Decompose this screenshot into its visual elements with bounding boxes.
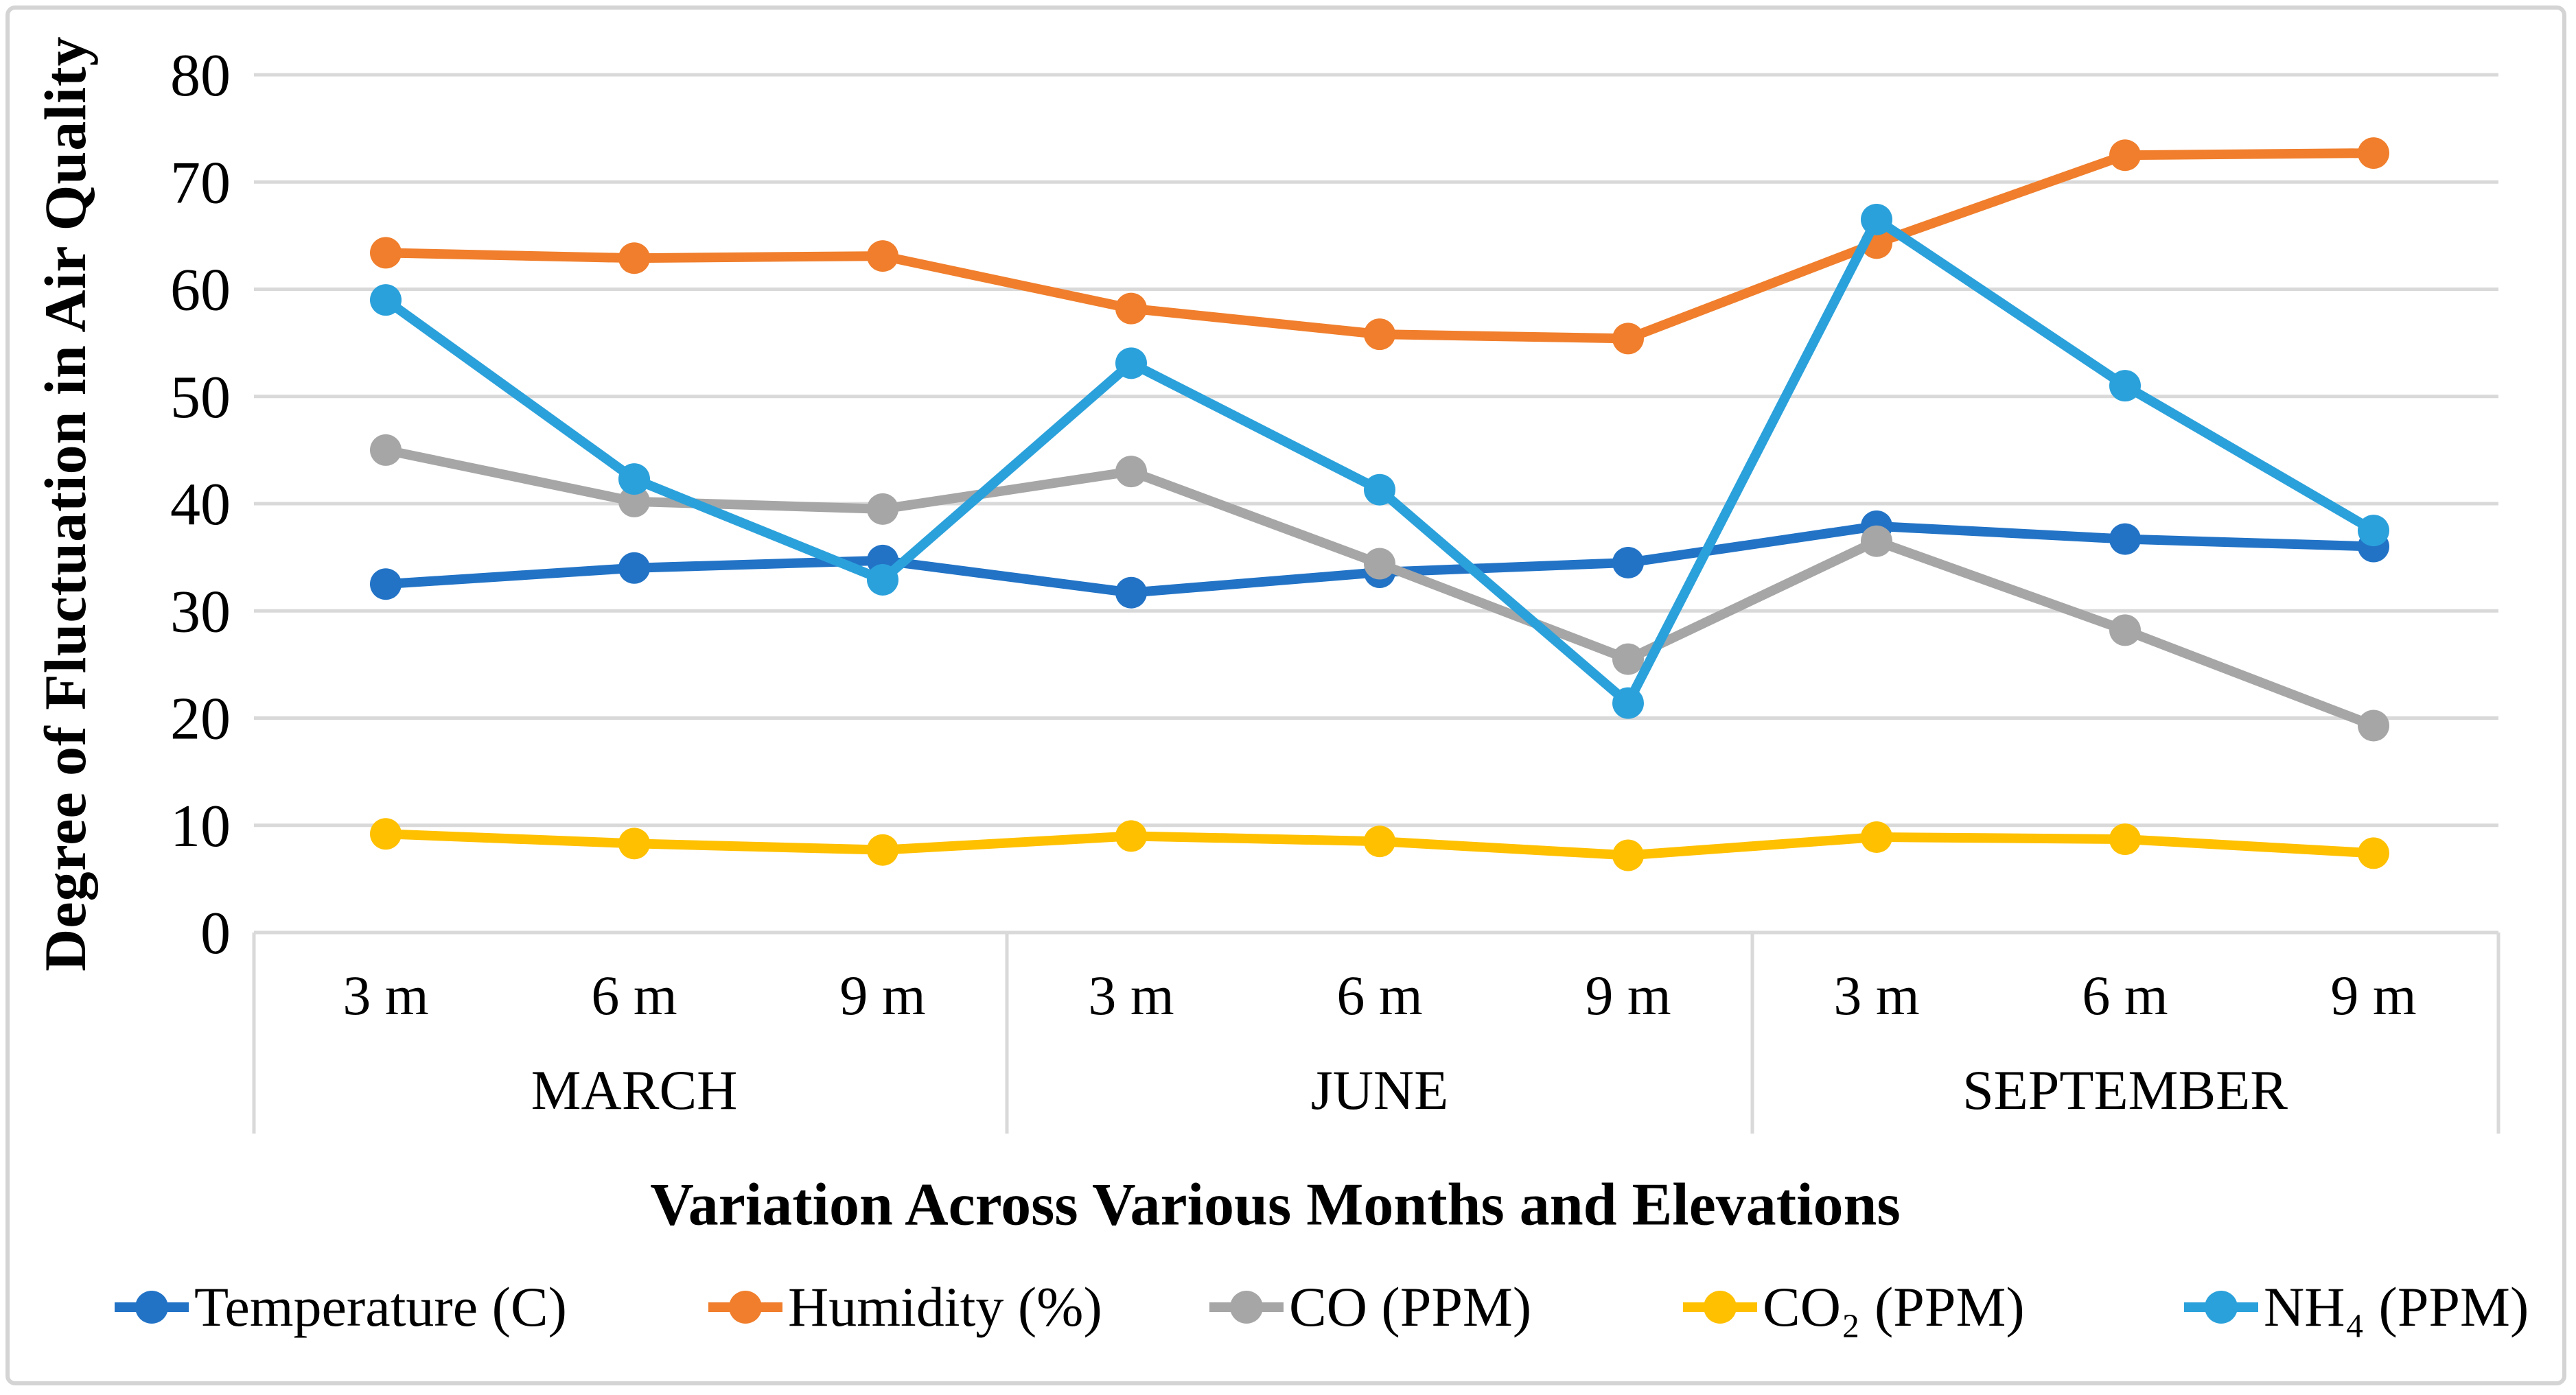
legend-line-marker-icon <box>1683 1291 1757 1324</box>
elevation-tick-label: 3 m <box>1833 964 1919 1027</box>
x-axis-title: Variation Across Various Months and Elev… <box>650 1171 1901 1239</box>
data-point-marker <box>370 818 402 850</box>
legend-label: CO₂ (PPM) <box>1763 1276 2025 1338</box>
legend-label: Temperature (C) <box>194 1276 567 1338</box>
y-tick-label: 20 <box>170 686 231 753</box>
legend-label: Humidity (%) <box>788 1276 1102 1338</box>
data-point-marker <box>1861 203 1892 235</box>
y-tick-label: 30 <box>170 578 231 645</box>
data-point-marker <box>867 493 898 525</box>
chart-frame <box>5 5 2566 1385</box>
legend-line-marker-icon <box>708 1291 782 1324</box>
data-point-marker <box>1861 525 1892 557</box>
data-point-marker <box>1612 839 1644 871</box>
data-point-marker <box>2358 515 2389 547</box>
legend-line-marker-icon <box>1209 1291 1284 1324</box>
data-point-marker <box>1612 546 1644 578</box>
y-tick-label: 80 <box>170 43 231 109</box>
legend: Temperature (C) Humidity (%) CO (PPM) CO₂ (… <box>0 1269 2576 1352</box>
month-tick-label: SEPTEMBER <box>1962 1059 2288 1121</box>
data-point-marker <box>618 463 650 495</box>
legend-line-marker-icon <box>2184 1291 2258 1324</box>
elevation-tick-label: 3 m <box>1088 964 1174 1027</box>
data-point-marker <box>1115 820 1147 852</box>
legend-item: CO₂ (PPM) <box>1682 1269 2025 1345</box>
legend-item: CO (PPM) <box>1208 1269 1531 1345</box>
data-point-marker <box>867 240 898 272</box>
month-tick-label: MARCH <box>531 1059 738 1121</box>
data-point-marker <box>370 568 402 600</box>
data-point-marker <box>618 485 650 517</box>
elevation-tick-label: 6 m <box>1336 964 1422 1027</box>
legend-item: Temperature (C) <box>113 1269 567 1345</box>
elevation-tick-label: 9 m <box>2330 964 2416 1027</box>
data-point-marker <box>1364 318 1395 351</box>
data-point-marker <box>1115 456 1147 488</box>
data-point-marker <box>1364 473 1395 506</box>
elevation-tick-label: 6 m <box>2082 964 2168 1027</box>
data-point-marker <box>1612 323 1644 355</box>
legend-item: Humidity (%) <box>707 1269 1102 1345</box>
data-point-marker <box>1115 292 1147 325</box>
legend-line-marker-icon <box>115 1291 189 1324</box>
data-point-marker <box>1364 825 1395 858</box>
series-line <box>381 214 2378 708</box>
data-point-marker <box>1115 576 1147 609</box>
data-point-marker <box>867 834 898 866</box>
data-point-marker <box>1364 548 1395 580</box>
data-point-marker <box>1612 687 1644 719</box>
data-point-marker <box>2109 614 2141 646</box>
data-point-marker <box>2358 137 2389 169</box>
data-point-marker <box>2109 823 2141 856</box>
legend-item: NH₄ (PPM) <box>2183 1269 2529 1345</box>
legend-label: NH₄ (PPM) <box>2264 1276 2529 1338</box>
data-point-marker <box>370 237 402 269</box>
data-point-marker <box>618 242 650 274</box>
data-point-marker <box>618 552 650 584</box>
data-point-marker <box>2358 837 2389 869</box>
legend-label: CO (PPM) <box>1289 1276 1532 1338</box>
data-point-marker <box>1861 821 1892 853</box>
y-tick-label: 50 <box>170 364 231 431</box>
elevation-tick-label: 6 m <box>591 964 677 1027</box>
y-tick-label: 10 <box>170 793 231 860</box>
data-point-marker <box>2358 710 2389 742</box>
data-point-marker <box>2109 523 2141 555</box>
data-point-marker <box>370 434 402 466</box>
data-point-marker <box>370 284 402 316</box>
data-point-marker <box>618 828 650 860</box>
elevation-tick-label: 9 m <box>839 964 925 1027</box>
data-point-marker <box>2109 370 2141 402</box>
data-point-marker <box>2109 139 2141 172</box>
data-point-marker <box>1612 643 1644 675</box>
y-tick-label: 0 <box>200 900 231 967</box>
y-tick-label: 60 <box>170 257 231 324</box>
data-point-marker <box>1115 347 1147 379</box>
month-tick-label: JUNE <box>1311 1059 1448 1121</box>
y-tick-label: 70 <box>170 150 231 216</box>
y-tick-label: 40 <box>170 471 231 538</box>
y-axis-title: Degree of Fluctuation in Air Quality <box>32 36 98 972</box>
elevation-tick-label: 3 m <box>343 964 428 1027</box>
elevation-tick-label: 9 m <box>1585 964 1671 1027</box>
data-point-marker <box>867 563 898 596</box>
